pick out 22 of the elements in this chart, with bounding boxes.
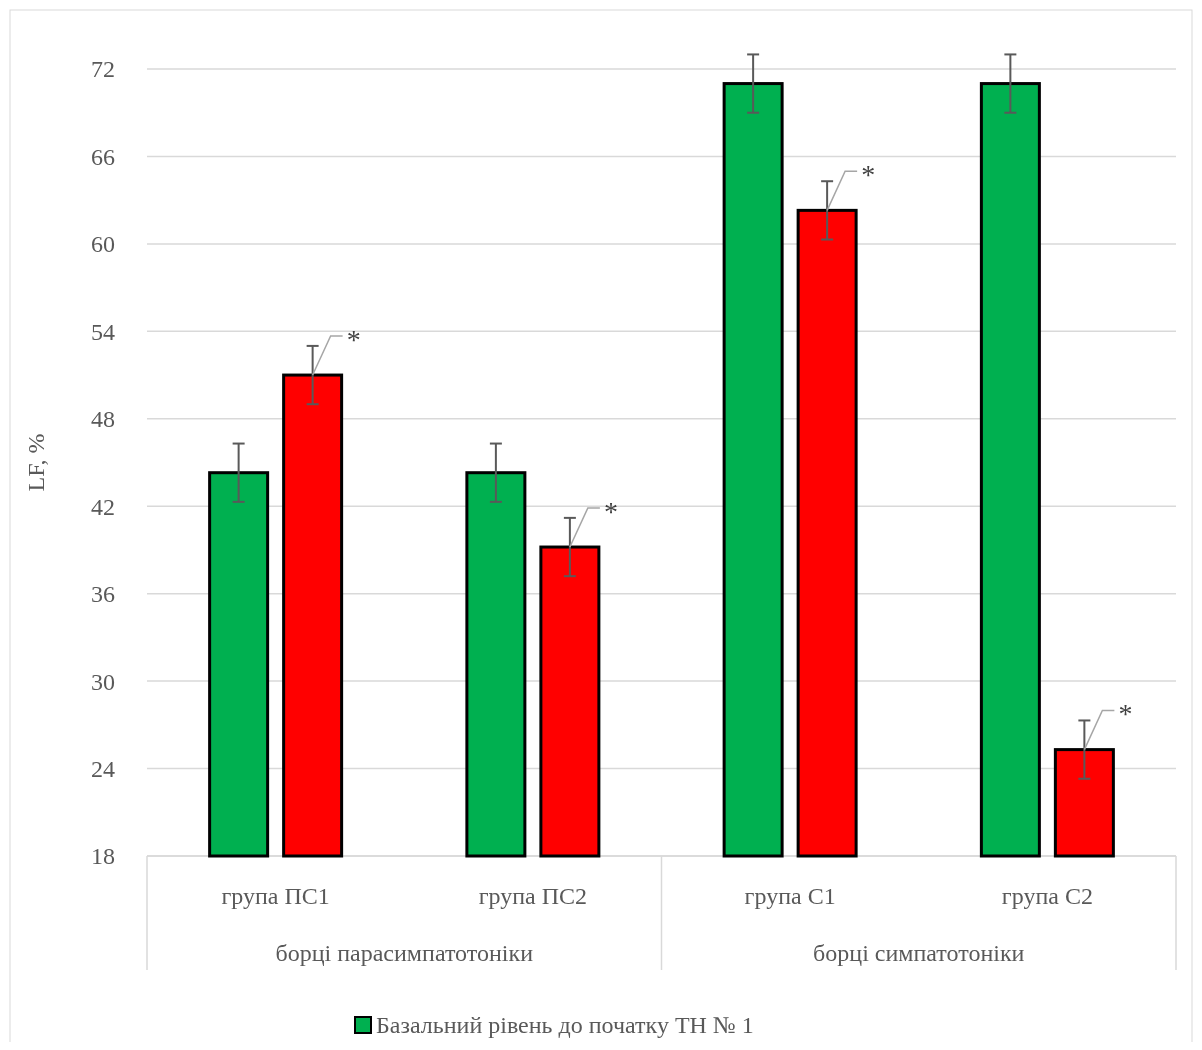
annotation: *: [1118, 698, 1133, 730]
text: борці симпатотоніки: [813, 940, 1025, 966]
annotation: *: [346, 323, 361, 355]
annotation: *: [861, 159, 876, 191]
y-tick-label: 30: [91, 668, 115, 695]
y-tick-label: 18: [91, 843, 115, 870]
x-tick-label: група ПС1: [221, 883, 330, 909]
y-tick-label: 48: [91, 406, 115, 433]
x-tick-label: група ПС2: [478, 883, 588, 909]
annotation: *: [603, 495, 618, 527]
y-axis-title: LF, %: [23, 433, 49, 492]
y-tick-label: 24: [91, 755, 115, 782]
y-tick-label: 60: [91, 231, 115, 258]
x-tick-label: група С1: [744, 883, 836, 909]
y-tick-label: 72: [91, 56, 115, 83]
y-tick-label: 42: [91, 493, 115, 520]
x-tick-label: група С2: [1001, 883, 1093, 909]
y-tick-label: 66: [91, 143, 115, 170]
legend-label: Базальний рівень до початку ТН № 1: [376, 1012, 754, 1038]
y-tick-label: 36: [91, 581, 115, 608]
y-tick-label: 54: [91, 318, 115, 345]
text: борці парасимпатотоніки: [275, 940, 534, 966]
